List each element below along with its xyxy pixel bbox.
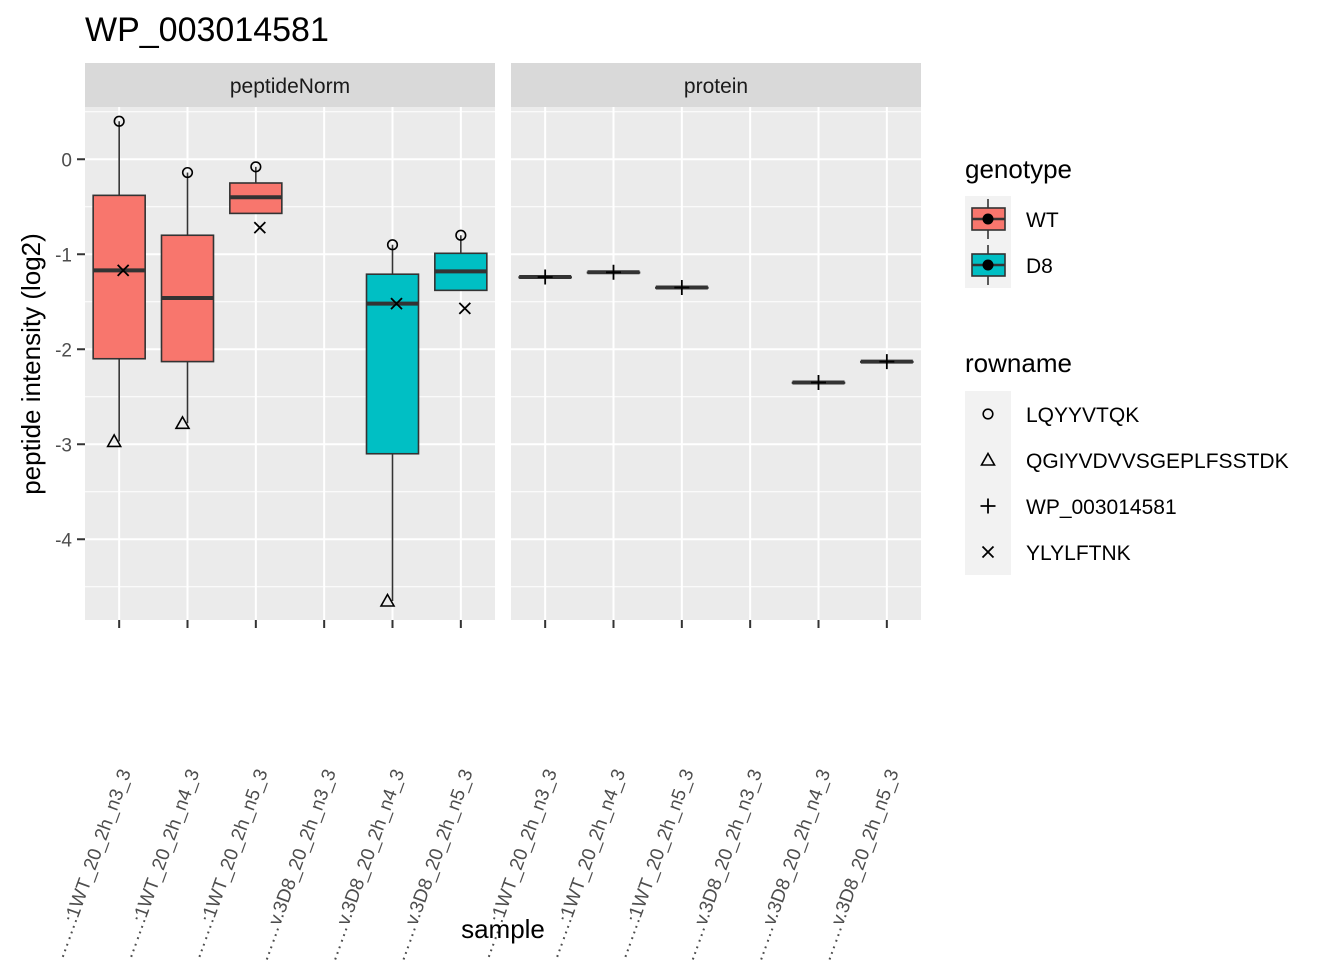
facet-panel-peptideNorm: peptideNorm bbox=[85, 63, 495, 620]
point-cross bbox=[390, 297, 403, 310]
x-axis: ……:1WT_20_2h_n3_3……:1WT_20_2h_n4_3……:1WT… bbox=[48, 620, 904, 960]
point-cross bbox=[117, 264, 130, 277]
y-axis-title: peptide intensity (log2) bbox=[16, 233, 46, 495]
chart-title: WP_003014581 bbox=[85, 11, 329, 49]
x-tick-label: ……v.3D8_20_2h_n4_3 bbox=[320, 767, 409, 960]
y-tick-label: -2 bbox=[55, 340, 72, 361]
x-tick-label: ……:1WT_20_2h_n5_3 bbox=[611, 767, 699, 960]
legend-genotype-title: genotype bbox=[965, 154, 1072, 184]
facet-strip-label: peptideNorm bbox=[230, 75, 350, 98]
point-triangle bbox=[106, 433, 123, 448]
legend-key-wt bbox=[971, 199, 1006, 239]
panel-background bbox=[511, 107, 921, 620]
legend-rowname: rowname LQYYVTQK QGIYVDVVSGEPLFSSTDK WP_00… bbox=[965, 348, 1289, 575]
point-circle bbox=[113, 115, 125, 127]
legend-label: QGIYVDVVSGEPLFSSTDK bbox=[1026, 450, 1289, 473]
x-tick-label: ……:1WT_20_2h_n4_3 bbox=[116, 767, 204, 960]
legend-key-cross bbox=[981, 545, 995, 559]
x-tick-label: ……:1WT_20_2h_n4_3 bbox=[542, 767, 630, 960]
y-tick-label: 0 bbox=[61, 150, 72, 171]
point-circle bbox=[386, 239, 399, 251]
y-tick-label: -4 bbox=[55, 530, 72, 551]
box-iqr bbox=[92, 194, 146, 360]
y-axis: 0 -1 -2 -3 -4 bbox=[55, 150, 85, 551]
facet-panels: peptideNorm protein bbox=[85, 63, 921, 620]
point-circle bbox=[455, 229, 467, 241]
legend-key-circle bbox=[982, 408, 994, 420]
x-tick-label: ……v.3D8_20_2h_n3_3 bbox=[678, 767, 767, 960]
panel-background bbox=[85, 107, 495, 620]
legend-label: WT bbox=[1026, 209, 1059, 232]
legend-rowname-title: rowname bbox=[965, 348, 1072, 378]
box-d8 bbox=[434, 235, 488, 292]
point-plus bbox=[811, 375, 826, 390]
legend-label: D8 bbox=[1026, 255, 1053, 278]
point-plus bbox=[674, 280, 690, 295]
box-d8 bbox=[365, 244, 420, 601]
box-wt bbox=[92, 121, 146, 442]
point-cross bbox=[458, 302, 471, 315]
legend-key-d8 bbox=[971, 245, 1006, 285]
x-tick-label: ……:1WT_20_2h_n3_3 bbox=[48, 767, 136, 960]
point-triangle bbox=[379, 592, 396, 607]
box-wt bbox=[229, 166, 283, 215]
facet-strip bbox=[85, 63, 495, 107]
box-iqr bbox=[365, 273, 420, 455]
legend-key-plus bbox=[980, 498, 996, 514]
x-axis-title: sample bbox=[461, 914, 545, 944]
legend-key-background bbox=[965, 391, 1011, 575]
y-tick-label: -3 bbox=[55, 435, 72, 456]
point-plus bbox=[606, 264, 621, 280]
legend-genotype: genotype WT D8 bbox=[965, 154, 1072, 288]
x-tick-label: ……v.3D8_20_2h_n4_3 bbox=[746, 767, 835, 960]
facet-strip-label: protein bbox=[684, 75, 748, 98]
x-tick-label: ……:1WT_20_2h_n5_3 bbox=[185, 767, 273, 960]
box-wt bbox=[160, 172, 215, 424]
facet-panel-protein: protein bbox=[511, 63, 921, 620]
legend-key-triangle bbox=[980, 451, 996, 466]
legend-label: YLYLFTNK bbox=[1026, 542, 1131, 565]
point-cross bbox=[253, 221, 266, 234]
y-tick-label: -1 bbox=[55, 245, 72, 266]
facet-strip bbox=[511, 63, 921, 107]
point-circle bbox=[181, 166, 194, 179]
point-circle bbox=[250, 161, 262, 173]
x-tick-label: ……v.3D8_20_2h_n3_3 bbox=[252, 767, 341, 960]
x-tick-label: ……v.3D8_20_2h_n5_3 bbox=[815, 767, 904, 960]
legend-label: WP_003014581 bbox=[1026, 496, 1177, 519]
legend-label: LQYYVTQK bbox=[1026, 404, 1139, 427]
point-plus bbox=[537, 269, 553, 285]
point-plus bbox=[879, 354, 895, 370]
point-triangle bbox=[174, 415, 191, 430]
